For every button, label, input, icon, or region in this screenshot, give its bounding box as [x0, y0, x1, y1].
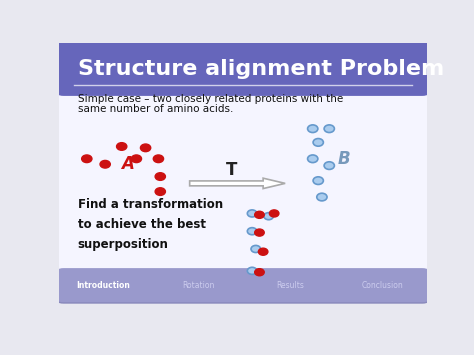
- Circle shape: [255, 269, 264, 276]
- FancyBboxPatch shape: [64, 275, 422, 286]
- Circle shape: [308, 125, 318, 132]
- Circle shape: [155, 188, 165, 195]
- FancyBboxPatch shape: [64, 73, 422, 89]
- Text: Rotation: Rotation: [182, 280, 215, 290]
- Text: Structure alignment Problem: Structure alignment Problem: [78, 59, 444, 78]
- Circle shape: [255, 229, 264, 236]
- Circle shape: [82, 155, 92, 163]
- Circle shape: [313, 138, 323, 146]
- Text: Conclusion: Conclusion: [362, 280, 403, 290]
- Text: T: T: [226, 161, 237, 179]
- Circle shape: [247, 210, 257, 217]
- Circle shape: [258, 248, 268, 255]
- Circle shape: [153, 155, 164, 163]
- Circle shape: [247, 228, 257, 235]
- Circle shape: [317, 193, 327, 201]
- Circle shape: [255, 211, 264, 218]
- Circle shape: [308, 155, 318, 163]
- Text: Find a transformation
to achieve the best
superposition: Find a transformation to achieve the bes…: [78, 198, 223, 251]
- Polygon shape: [190, 178, 285, 189]
- Circle shape: [100, 160, 110, 168]
- Circle shape: [140, 144, 151, 152]
- Text: Introduction: Introduction: [76, 280, 130, 290]
- FancyBboxPatch shape: [55, 268, 431, 302]
- Text: Results: Results: [277, 280, 305, 290]
- FancyBboxPatch shape: [55, 38, 431, 96]
- Circle shape: [324, 162, 334, 169]
- Text: Simple case – two closely related proteins with the: Simple case – two closely related protei…: [78, 94, 343, 104]
- Circle shape: [251, 245, 261, 252]
- Circle shape: [131, 155, 142, 163]
- Circle shape: [117, 143, 127, 150]
- Circle shape: [155, 173, 165, 180]
- Circle shape: [313, 177, 323, 185]
- Text: A: A: [121, 155, 134, 173]
- Circle shape: [324, 125, 334, 132]
- Text: same number of amino acids.: same number of amino acids.: [78, 104, 233, 114]
- Circle shape: [247, 267, 257, 274]
- FancyBboxPatch shape: [55, 38, 431, 302]
- Text: B: B: [337, 150, 350, 168]
- Circle shape: [264, 213, 273, 220]
- Circle shape: [269, 210, 279, 217]
